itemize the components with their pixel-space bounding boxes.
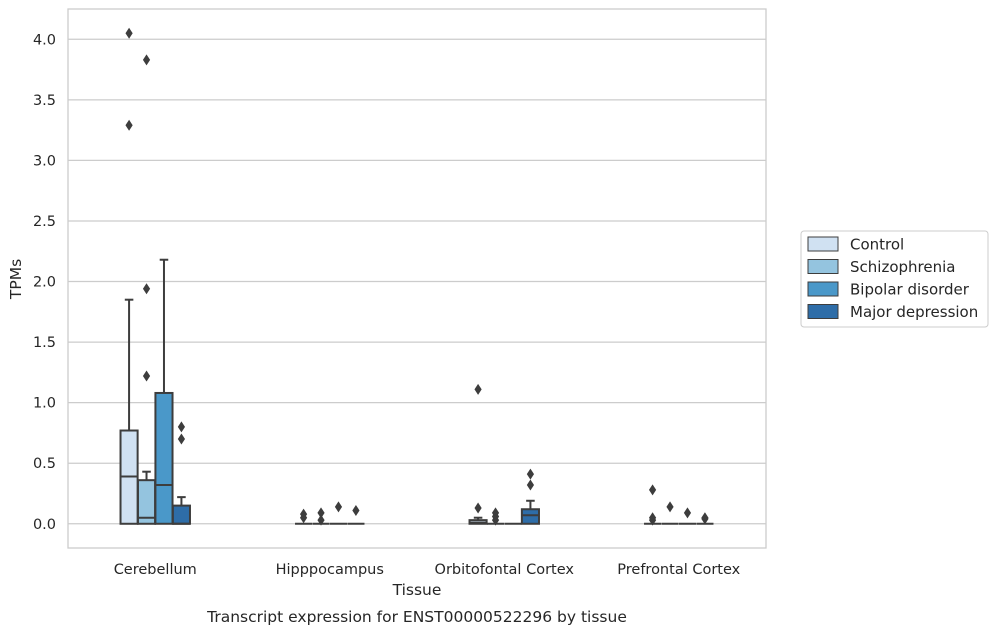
- chart-caption: Transcript expression for ENST0000052229…: [206, 608, 627, 626]
- x-tick-label: Cerebellum: [114, 562, 197, 578]
- legend: Control Schizophrenia Bipolar disorder Majo…: [800, 230, 989, 328]
- box-series: [119, 27, 714, 526]
- y-tick-label: 3.5: [33, 93, 56, 109]
- x-axis-label: Tissue: [392, 581, 442, 599]
- outlier-point: [317, 514, 325, 526]
- legend-swatch: [807, 236, 839, 252]
- outlier-point: [177, 421, 186, 433]
- legend-label: Schizophrenia: [850, 258, 955, 276]
- y-tick-label: 1.0: [33, 396, 56, 412]
- series-major-depression: [171, 421, 714, 525]
- legend-frame: [800, 230, 989, 328]
- x-tick-label: Prefrontal Cortex: [617, 562, 740, 578]
- x-tick-label: Orbitofontal Cortex: [435, 562, 575, 578]
- outlier-point: [648, 514, 657, 526]
- outlier-point: [474, 383, 482, 395]
- legend-swatch: [807, 281, 839, 297]
- outlier-point: [317, 507, 325, 519]
- outlier-point: [526, 468, 535, 480]
- outlier-point: [526, 479, 535, 491]
- outlier-point: [334, 501, 343, 513]
- y-tick-labels: 0.0 0.5 1.0 1.5 2.0 2.5 3.0 3.5 4.0: [33, 32, 56, 532]
- legend-label: Bipolar disorder: [850, 281, 970, 299]
- y-axis-label: TPMs: [7, 259, 25, 300]
- x-tick-label: Hipppocampus: [276, 562, 384, 578]
- outlier-point: [177, 433, 186, 445]
- outlier-point: [683, 507, 692, 519]
- outlier-point: [299, 512, 308, 524]
- y-tick-label: 1.5: [33, 335, 56, 351]
- y-tick-label: 2.5: [33, 214, 56, 230]
- legend-swatch: [807, 304, 839, 319]
- x-tick-labels: Cerebellum Hipppocampus Orbitofontal Corte…: [114, 562, 741, 578]
- outlier-point: [142, 370, 151, 382]
- outlier-point: [474, 502, 482, 514]
- legend-label: Major depression: [850, 303, 978, 321]
- grid-lines: [68, 38, 766, 525]
- series-bipolar-disorder: [154, 258, 697, 525]
- box-rect: [171, 504, 191, 525]
- y-tick-label: 4.0: [33, 32, 56, 48]
- box-rect: [154, 391, 174, 525]
- outlier-point: [666, 501, 674, 513]
- y-tick-label: 0.5: [33, 456, 56, 472]
- y-tick-label: 2.0: [33, 275, 56, 291]
- y-tick-label: 3.0: [33, 153, 56, 169]
- outlier-point: [125, 119, 133, 131]
- outlier-point: [142, 283, 151, 295]
- outlier-point: [125, 27, 133, 39]
- outlier-point: [142, 54, 151, 66]
- series-control: [119, 27, 662, 526]
- outlier-point: [352, 504, 360, 516]
- outlier-point: [701, 513, 709, 525]
- box-rect: [520, 508, 540, 525]
- legend-label: Control: [850, 236, 904, 254]
- series-schizophrenia: [136, 54, 679, 526]
- plot-area-frame: [67, 8, 767, 549]
- y-tick-label: 0.0: [33, 517, 56, 533]
- outlier-point: [648, 484, 657, 496]
- outlier-point: [491, 514, 500, 526]
- legend-swatch: [807, 259, 839, 274]
